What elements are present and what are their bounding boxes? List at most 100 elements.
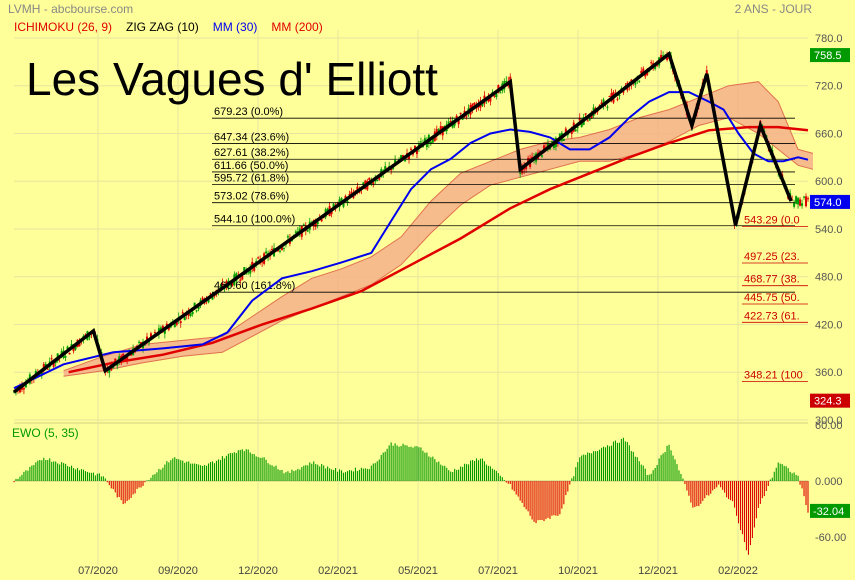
candle-body xyxy=(265,251,268,254)
candle-body xyxy=(600,102,603,105)
candle-body xyxy=(415,150,418,155)
candle-body xyxy=(799,199,802,206)
candle-body xyxy=(525,164,528,170)
legend-item-0: ICHIMOKU (26, 9) xyxy=(14,20,112,34)
fib-up-label: 573.02 (78.6%) xyxy=(214,191,289,203)
fib-down-label: 445.75 (50. xyxy=(744,292,800,304)
price-tick-label: 720.0 xyxy=(815,81,843,93)
candle-body xyxy=(330,210,333,215)
candle-body xyxy=(320,219,323,222)
candle-body xyxy=(280,247,283,250)
candle-body xyxy=(562,138,565,141)
candle-body xyxy=(519,172,522,174)
candle-body xyxy=(541,155,544,157)
price-tick-label: 420.0 xyxy=(815,319,843,331)
zigzag-path xyxy=(12,50,793,394)
candle-body xyxy=(797,197,800,205)
ma30-line xyxy=(13,91,809,390)
candle-body xyxy=(149,333,152,338)
fib-up-label: 544.10 (100.0%) xyxy=(214,214,295,226)
price-tick-label: 600.0 xyxy=(815,176,843,188)
candle-body xyxy=(376,179,379,181)
overlay-title: Les Vagues d' Elliott xyxy=(26,53,438,105)
candle-body xyxy=(584,113,587,115)
candle-body xyxy=(173,321,176,328)
ma200-line xyxy=(68,125,809,374)
candle-body xyxy=(50,358,53,360)
candle-body xyxy=(542,145,545,150)
candle-body xyxy=(481,102,484,106)
candle-body xyxy=(394,159,397,165)
candle-body xyxy=(793,203,796,207)
x-tick-label: 02/2021 xyxy=(318,565,358,577)
fib-down-label: 348.21 (100 xyxy=(744,370,803,382)
candle-body xyxy=(145,336,148,340)
candle-body xyxy=(179,321,182,324)
candle-body xyxy=(439,126,442,133)
price-badge xyxy=(810,48,850,63)
candle-body xyxy=(294,231,297,234)
candle-body xyxy=(801,203,804,206)
candle-body xyxy=(550,141,553,143)
candle-body xyxy=(231,282,234,286)
candle-body xyxy=(489,96,492,102)
candle-body xyxy=(183,316,186,321)
candle-body xyxy=(457,119,460,125)
candle-body xyxy=(114,358,117,364)
candle-body xyxy=(546,142,549,148)
candle-body xyxy=(239,279,242,281)
price-tick-label: 540.0 xyxy=(815,224,843,236)
ewo-badge-label: -32.04 xyxy=(813,506,844,518)
candle-body xyxy=(163,330,166,334)
candle-body xyxy=(423,138,426,144)
candle-body xyxy=(286,236,289,238)
price-badge xyxy=(810,393,850,408)
candle-body xyxy=(392,167,395,169)
candle-body xyxy=(805,196,808,207)
candle-body xyxy=(580,121,583,127)
price-tick-label: 300.0 xyxy=(815,415,843,427)
cloud-lower-edge xyxy=(63,117,814,377)
indicator-legend: ICHIMOKU (26, 9) ZIG ZAG (10) MM (30) MM (2… xyxy=(14,20,323,34)
fib-up-label: 627.61 (38.2%) xyxy=(214,147,289,159)
symbol-label: LVMH - abcbourse.com xyxy=(8,2,133,16)
candle-body xyxy=(193,302,196,308)
candle-body xyxy=(189,313,192,316)
candle-body xyxy=(618,94,621,96)
candle-body xyxy=(495,93,498,98)
candle-body xyxy=(22,388,25,390)
ewo-title: EWO (5, 35) xyxy=(12,426,79,440)
candle-body xyxy=(459,112,462,114)
candle-body xyxy=(340,198,343,201)
fib-down-label: 422.73 (61. xyxy=(744,310,800,322)
candle-body xyxy=(181,312,184,314)
candle-body xyxy=(24,383,27,388)
candle-body xyxy=(578,117,581,121)
candle-body xyxy=(622,91,625,93)
candle-body xyxy=(348,194,351,196)
fib-up-label: 679.23 (0.0%) xyxy=(214,106,283,118)
candle-body xyxy=(408,155,411,160)
candle-body xyxy=(499,92,502,94)
candle-body xyxy=(473,102,476,105)
candle-body xyxy=(257,257,260,259)
x-tick-label: 09/2020 xyxy=(158,565,198,577)
candle-body xyxy=(74,346,77,350)
ewo-tick-label: 0.000 xyxy=(815,476,843,488)
candle-body xyxy=(384,166,387,172)
candle-body xyxy=(402,154,405,158)
candle-body xyxy=(429,141,432,144)
cloud-area xyxy=(63,81,814,377)
period-label: 2 ANS - JOUR xyxy=(735,2,813,16)
candle-body xyxy=(662,55,665,57)
candle-body xyxy=(638,80,641,82)
candle-body xyxy=(346,200,349,203)
ewo-tick-label: 60.00 xyxy=(815,420,843,432)
candle-body xyxy=(88,336,91,338)
candle-body xyxy=(68,352,71,355)
candle-body xyxy=(576,127,579,129)
candle-body xyxy=(191,311,194,315)
x-tick-label: 05/2021 xyxy=(398,565,438,577)
candle-body xyxy=(803,196,806,198)
